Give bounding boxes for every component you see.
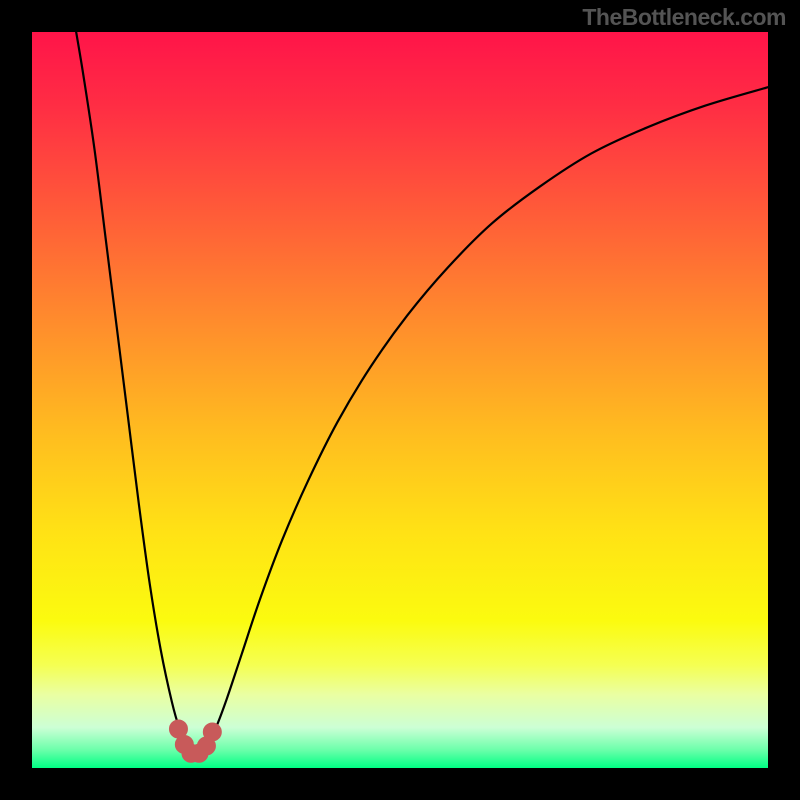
plot-area [32, 32, 768, 768]
valley-markers [169, 720, 221, 762]
bottleneck-curve [76, 32, 768, 751]
watermark-text: TheBottleneck.com [582, 4, 786, 31]
chart-svg [32, 32, 768, 768]
outer-frame: TheBottleneck.com [0, 0, 800, 800]
valley-marker [203, 723, 221, 741]
